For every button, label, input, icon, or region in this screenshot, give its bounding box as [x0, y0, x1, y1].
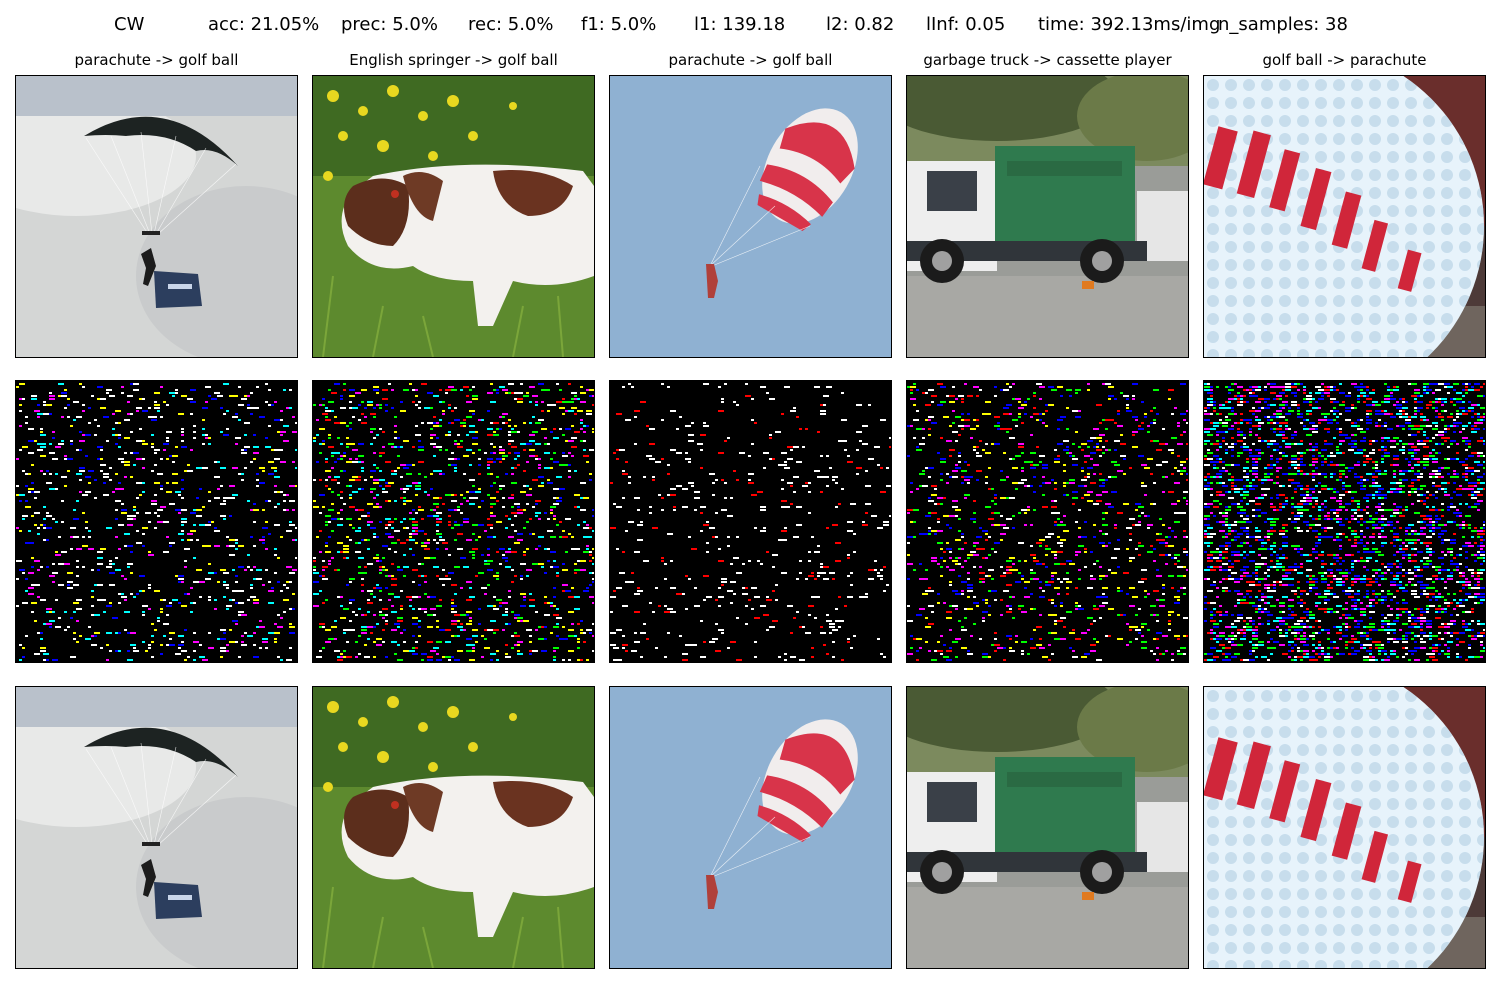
column-title: parachute -> golf ball: [668, 51, 833, 69]
original-image-parachute: [15, 75, 298, 358]
method-label: CW: [114, 14, 145, 35]
adversarial-image-golf-ball: [1203, 686, 1486, 969]
perturbation-noise: [1204, 383, 1485, 661]
perturbation-noise: [313, 383, 594, 661]
column-title: golf ball -> parachute: [1262, 51, 1427, 69]
perturbation-noise: [610, 383, 891, 661]
garbage-truck-photo: [907, 76, 1188, 357]
f1-stat: f1: 5.0%: [581, 14, 657, 35]
time-stat: time: 392.13ms/img: [1038, 14, 1221, 35]
l2-stat: l2: 0.82: [826, 14, 895, 35]
perturbation-map: [15, 380, 298, 663]
l1-stat: l1: 139.18: [694, 14, 786, 35]
original-image-garbage-truck: [906, 75, 1189, 358]
parachute-photo: [16, 76, 297, 357]
original-image-red-parachute: [609, 75, 892, 358]
garbage-truck-photo: [907, 687, 1188, 968]
adversarial-image-garbage-truck: [906, 686, 1189, 969]
n-samples-stat: n_samples: 38: [1218, 14, 1348, 35]
adversarial-image-springer: [312, 686, 595, 969]
perturbation-map: [906, 380, 1189, 663]
recall-stat: rec: 5.0%: [468, 14, 554, 35]
perturbation-map: [312, 380, 595, 663]
golf-ball-photo: [1204, 687, 1485, 968]
adversarial-image-parachute: [15, 686, 298, 969]
red-parachute-photo: [610, 687, 891, 968]
perturbation-noise: [16, 383, 297, 661]
linf-stat: lInf: 0.05: [926, 14, 1006, 35]
original-image-golf-ball: [1203, 75, 1486, 358]
column-title: garbage truck -> cassette player: [923, 51, 1172, 69]
perturbation-noise: [907, 383, 1188, 661]
column-title: parachute -> golf ball: [74, 51, 239, 69]
metrics-header: CW acc: 21.05% prec: 5.0% rec: 5.0% f1: …: [0, 14, 1500, 42]
adversarial-image-red-parachute: [609, 686, 892, 969]
red-parachute-photo: [610, 76, 891, 357]
accuracy-stat: acc: 21.05%: [208, 14, 320, 35]
column-title: English springer -> golf ball: [349, 51, 558, 69]
perturbation-map: [609, 380, 892, 663]
springer-photo: [313, 76, 594, 357]
precision-stat: prec: 5.0%: [341, 14, 438, 35]
springer-photo: [313, 687, 594, 968]
golf-ball-photo: [1204, 76, 1485, 357]
perturbation-map: [1203, 380, 1486, 663]
original-image-springer: [312, 75, 595, 358]
parachute-photo: [16, 687, 297, 968]
